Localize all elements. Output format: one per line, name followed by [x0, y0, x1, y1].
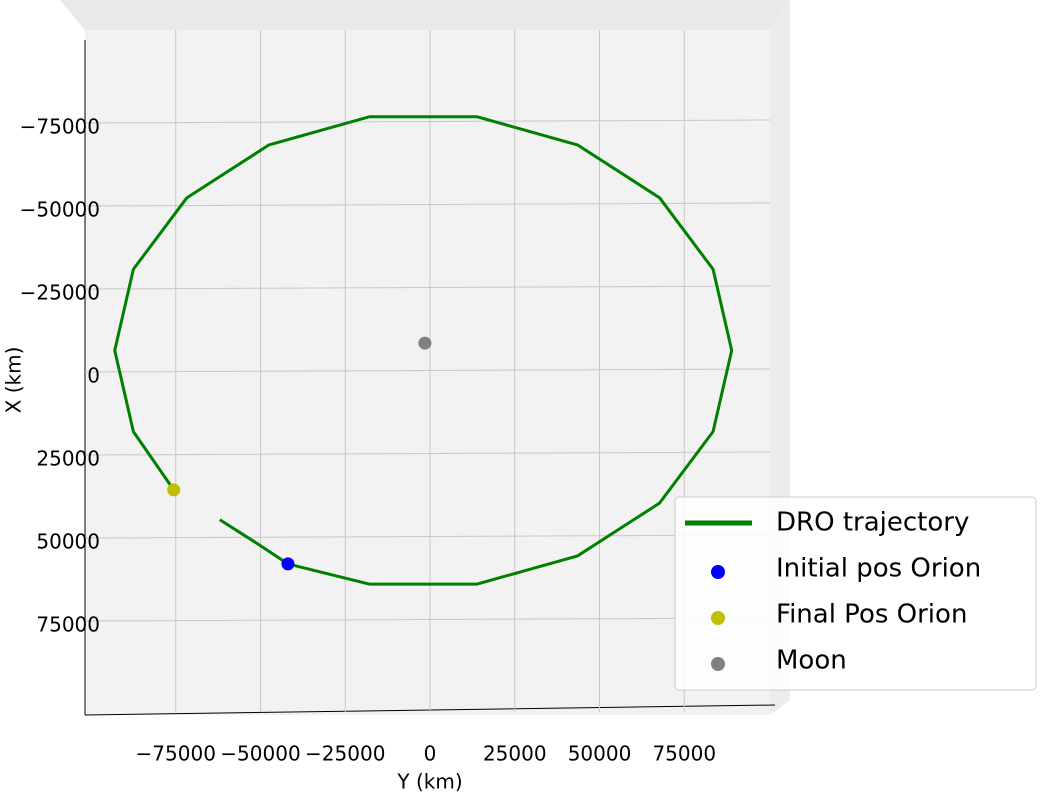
plot-area — [113, 115, 734, 586]
x-tick-label: −25000 — [305, 742, 385, 766]
legend: DRO trajectory Initial pos Orion Final Pos… — [674, 496, 1037, 691]
trajectory-line — [113, 115, 734, 586]
x-tick-label: 50000 — [568, 742, 632, 766]
pane-floor — [85, 30, 770, 715]
grid-line — [84, 451, 771, 456]
pane-top — [60, 0, 790, 30]
x-tick-label: −75000 — [136, 742, 216, 766]
legend-label: DRO trajectory — [776, 508, 969, 538]
x-tick-label: 0 — [424, 742, 437, 766]
y-tick-label: −50000 — [20, 198, 100, 222]
grid-line — [84, 368, 771, 373]
y-tick-label: 25000 — [36, 447, 100, 471]
point — [167, 483, 181, 497]
y-tick-label: 50000 — [36, 530, 100, 554]
grid-line — [84, 534, 771, 539]
x-axis-label: Y (km) — [396, 770, 462, 794]
legend-box — [674, 496, 1037, 691]
legend-label: Initial pos Orion — [776, 554, 981, 584]
legend-label: Moon — [776, 646, 847, 676]
legend-label: Final Pos Orion — [776, 600, 967, 630]
point — [418, 336, 432, 350]
legend-swatch — [711, 611, 725, 625]
y-tick-label: −25000 — [20, 281, 100, 305]
legend-swatch — [711, 657, 725, 671]
point — [281, 557, 295, 571]
grid-line — [84, 285, 771, 290]
y-axis-label: X (km) — [2, 347, 26, 414]
grid-line — [84, 119, 771, 124]
y-tick-label: 75000 — [36, 613, 100, 637]
legend-swatch — [711, 565, 725, 579]
x-tick-label: 75000 — [652, 742, 716, 766]
x-tick-label: −50000 — [220, 742, 300, 766]
grid: −75000 −50000 −25000 0 25000 50000 75000−75000… — [20, 30, 771, 766]
x-tick-label: 25000 — [483, 742, 547, 766]
grid-line — [84, 202, 771, 207]
grid-line — [84, 617, 771, 622]
y-tick-label: −75000 — [20, 115, 100, 139]
y-tick-label: 0 — [87, 364, 100, 388]
